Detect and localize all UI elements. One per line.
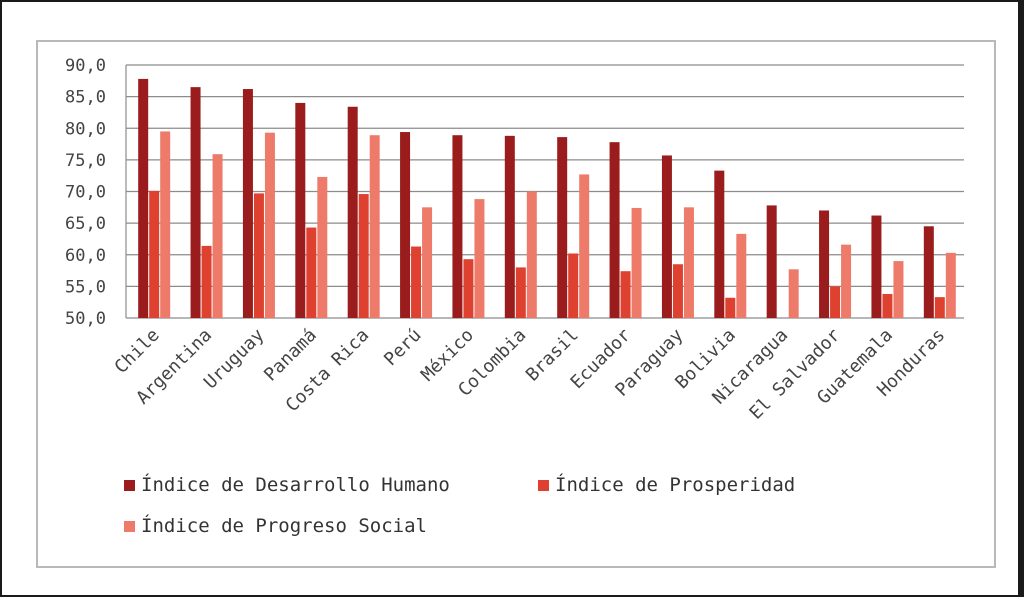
- legend-label: Índice de Desarrollo Humano: [141, 473, 450, 496]
- bar-idh: [347, 106, 358, 319]
- bar-idh: [819, 210, 830, 318]
- bar-prosperidad: [358, 194, 369, 318]
- bar-progreso-social: [422, 207, 433, 318]
- bar-prosperidad: [253, 193, 264, 318]
- bar-progreso-social: [683, 207, 694, 318]
- bar-idh: [452, 135, 463, 318]
- bar-progreso-social: [264, 132, 275, 318]
- bar-prosperidad: [463, 259, 474, 318]
- bar-progreso-social: [893, 261, 904, 318]
- bar-progreso-social: [945, 252, 956, 318]
- bar-progreso-social: [474, 199, 485, 318]
- legend: Índice de Desarrollo Humano Índice de Pro…: [124, 473, 795, 537]
- legend-label: Índice de Progreso Social: [141, 514, 427, 537]
- bar-prosperidad: [620, 271, 631, 318]
- bar-prosperidad: [515, 267, 526, 318]
- bar-prosperidad: [882, 293, 893, 318]
- bar-prosperidad: [411, 246, 422, 318]
- legend-swatch: [124, 480, 135, 491]
- y-tick-label: 60,0: [65, 246, 106, 266]
- bar-prosperidad: [201, 245, 212, 318]
- bar-progreso-social: [369, 135, 380, 318]
- bar-idh: [400, 132, 411, 318]
- bar-prosperidad: [568, 253, 579, 318]
- y-tick-label: 75,0: [65, 151, 106, 171]
- y-tick-label: 80,0: [65, 119, 106, 139]
- bar-prosperidad: [149, 190, 160, 318]
- bar-idh: [190, 87, 201, 318]
- bar-progreso-social: [526, 191, 537, 318]
- bar-progreso-social: [212, 154, 223, 318]
- bar-idh: [609, 142, 620, 318]
- bar-progreso-social: [841, 244, 852, 318]
- bar-prosperidad: [934, 297, 945, 318]
- bar-progreso-social: [631, 207, 642, 318]
- bar-idh: [295, 102, 306, 318]
- bar-prosperidad: [725, 297, 736, 318]
- bar-prosperidad: [830, 286, 841, 318]
- legend-swatch: [124, 521, 135, 532]
- bar-idh: [557, 137, 568, 318]
- legend-swatch: [538, 480, 549, 491]
- bar-idh: [242, 89, 253, 318]
- bar-idh: [138, 78, 149, 318]
- bar-progreso-social: [160, 131, 171, 318]
- y-axis-ticks: 90,0 85,0 80,0 75,0 70,0 65,0 60,0 55,0 50,0: [65, 56, 106, 329]
- y-tick-label: 70,0: [65, 183, 106, 203]
- bar-prosperidad: [672, 264, 683, 318]
- bar-progreso-social: [788, 269, 799, 318]
- bar-idh: [923, 226, 934, 318]
- x-category-label: Perú: [380, 325, 426, 371]
- legend-label: Índice de Prosperidad: [555, 473, 795, 496]
- bar-idh: [871, 215, 882, 318]
- bar-progreso-social: [579, 174, 590, 318]
- y-tick-label: 65,0: [65, 214, 106, 234]
- bar-progreso-social: [736, 233, 747, 318]
- y-tick-label: 50,0: [65, 309, 106, 329]
- bar-idh: [661, 155, 672, 318]
- bars: [138, 78, 956, 319]
- bar-idh: [766, 205, 777, 318]
- bar-prosperidad: [306, 227, 317, 318]
- x-category-label: El Salvador: [745, 325, 844, 424]
- y-tick-label: 55,0: [65, 277, 106, 297]
- y-tick-label: 85,0: [65, 88, 106, 108]
- bar-idh: [714, 170, 725, 318]
- y-tick-label: 90,0: [65, 56, 106, 76]
- bar-idh: [504, 135, 515, 318]
- bar-progreso-social: [317, 176, 328, 318]
